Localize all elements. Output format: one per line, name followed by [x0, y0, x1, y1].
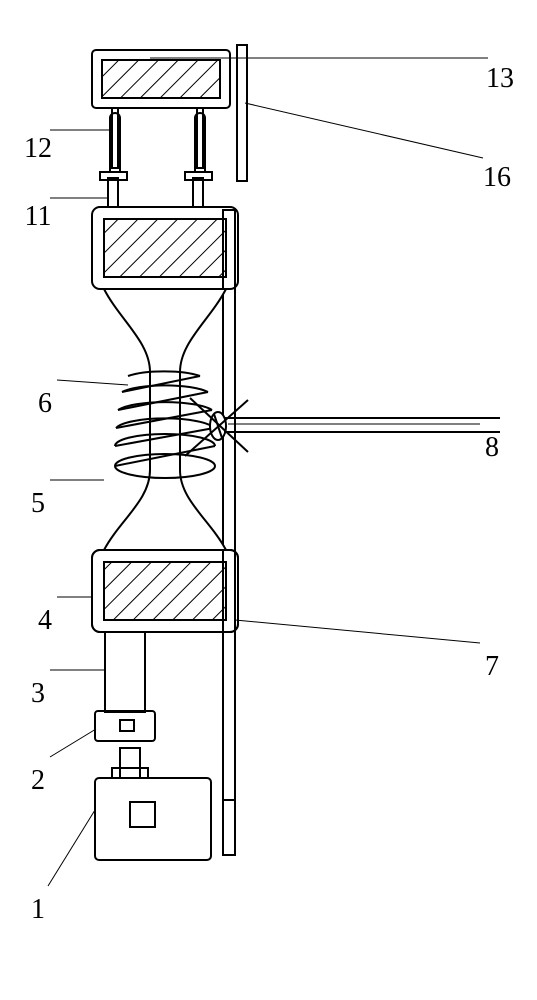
part-baseplate — [223, 210, 235, 800]
label-16: 16 — [483, 162, 511, 193]
label-2: 2 — [31, 765, 45, 796]
part-shaft — [105, 632, 145, 712]
part-motor-base — [223, 800, 235, 855]
part-side-rail — [237, 45, 247, 181]
mechanical-diagram: 1 2 3 4 5 6 7 8 11 12 13 16 — [0, 0, 537, 1000]
part-coupling-slot — [120, 720, 134, 731]
label-5: 5 — [31, 488, 45, 519]
part-motor-body — [95, 778, 211, 860]
label-7: 7 — [485, 651, 499, 682]
part-motor-shaft — [120, 748, 140, 778]
label-1: 1 — [31, 894, 45, 925]
label-4: 4 — [38, 605, 52, 636]
label-3: 3 — [31, 678, 45, 709]
label-8: 8 — [485, 432, 499, 463]
label-12: 12 — [24, 133, 52, 164]
label-11: 11 — [25, 201, 52, 232]
part-block-b-inner — [104, 219, 226, 277]
part-motor-terminal — [130, 802, 155, 827]
leader-lines — [48, 58, 488, 886]
part-coupling — [95, 711, 155, 741]
label-13: 13 — [486, 63, 514, 94]
part-block-a-inner — [104, 562, 226, 620]
labels: 1 2 3 4 5 6 7 8 11 12 13 16 — [24, 63, 514, 925]
part-bracket — [110, 113, 205, 172]
part-handle — [185, 398, 500, 456]
part-motor-neck — [112, 768, 148, 778]
part-top-platform — [92, 50, 230, 168]
part-studs — [100, 172, 212, 207]
label-6: 6 — [38, 388, 52, 419]
